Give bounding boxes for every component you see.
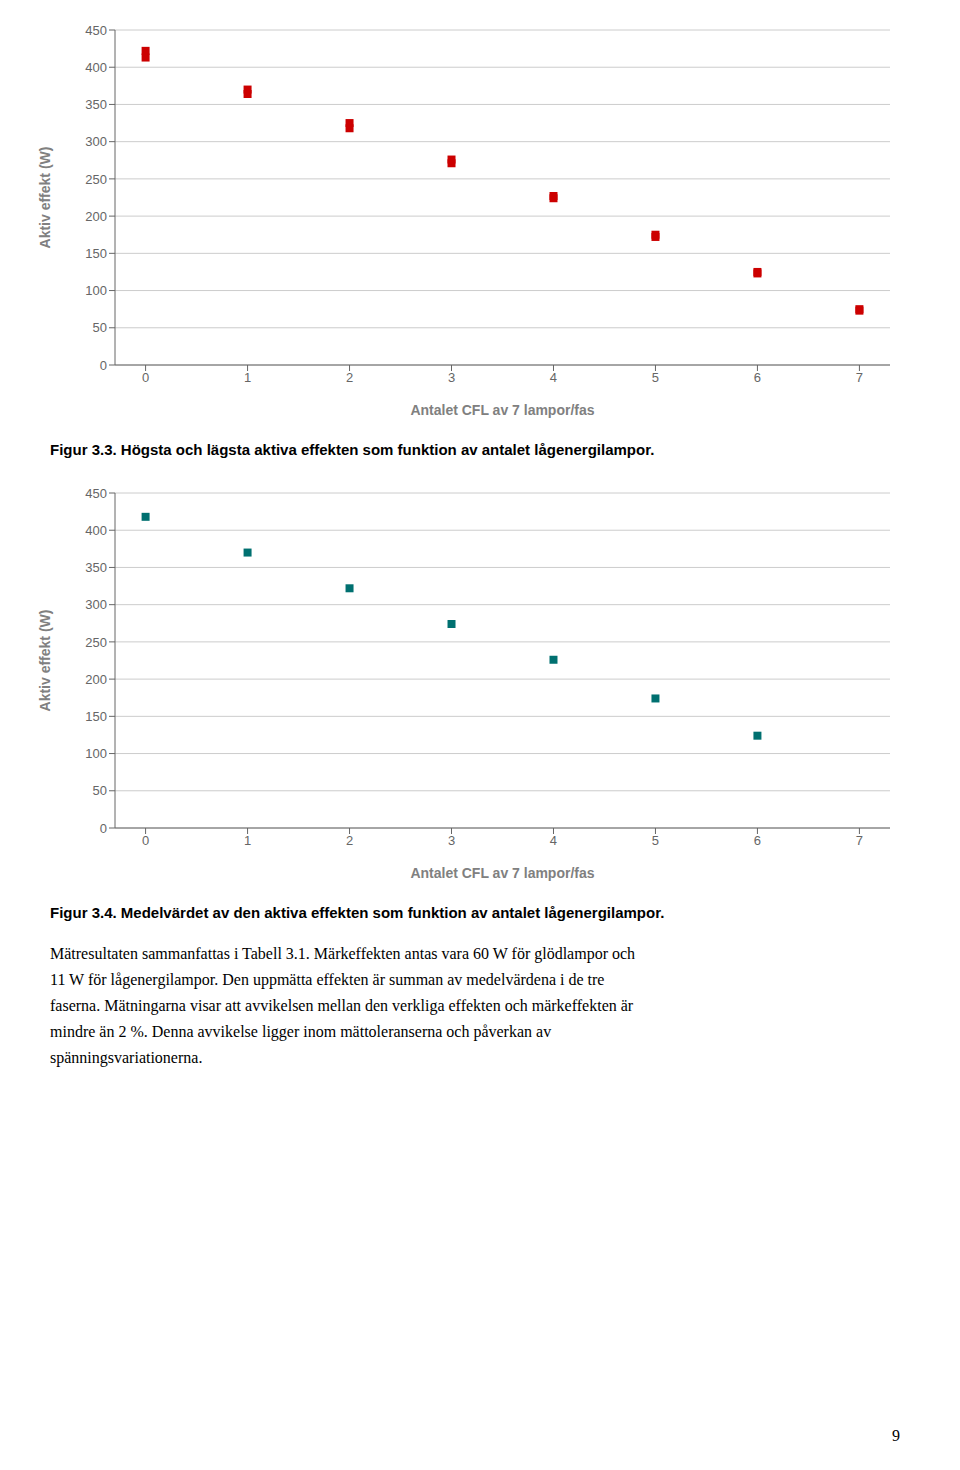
- svg-text:50: 50: [93, 320, 107, 335]
- svg-text:200: 200: [85, 209, 107, 224]
- svg-text:7: 7: [856, 833, 863, 848]
- svg-text:6: 6: [754, 833, 761, 848]
- svg-text:300: 300: [85, 134, 107, 149]
- html-text:11 W för lågenergilampor. Den: 11 W för lågenergilampor. Den uppmätta e…: [50, 971, 605, 988]
- svg-text:5: 5: [652, 833, 659, 848]
- svg-text:0: 0: [100, 821, 107, 836]
- svg-text:250: 250: [85, 172, 107, 187]
- svg-text:150: 150: [85, 709, 107, 724]
- svg-text:3: 3: [448, 370, 455, 385]
- svg-text:350: 350: [85, 560, 107, 575]
- svg-text:3: 3: [448, 833, 455, 848]
- svg-text:4: 4: [550, 833, 557, 848]
- svg-text:1: 1: [244, 833, 251, 848]
- html-text:Mätresultaten sammanfattas i T: Mätresultaten sammanfattas i Tabell 3.1.…: [50, 945, 636, 962]
- svg-text:300: 300: [85, 597, 107, 612]
- svg-text:Aktiv effekt (W): Aktiv effekt (W): [37, 610, 53, 712]
- svg-text:250: 250: [85, 635, 107, 650]
- svg-text:400: 400: [85, 523, 107, 538]
- svg-text:4: 4: [550, 370, 557, 385]
- svg-text:350: 350: [85, 97, 107, 112]
- svg-text:400: 400: [85, 60, 107, 75]
- svg-text:200: 200: [85, 672, 107, 687]
- svg-text:0: 0: [142, 370, 149, 385]
- svg-text:Aktiv effekt (W): Aktiv effekt (W): [37, 147, 53, 249]
- svg-text:1: 1: [244, 370, 251, 385]
- html-text:spänningsvariationerna.: spänningsvariationerna.: [50, 1049, 203, 1066]
- svg-text:6: 6: [754, 370, 761, 385]
- svg-text:Antalet CFL av 7 lampor/fas: Antalet CFL av 7 lampor/fas: [410, 865, 594, 881]
- svg-text:450: 450: [85, 23, 107, 38]
- svg-text:0: 0: [142, 833, 149, 848]
- svg-text:5: 5: [652, 370, 659, 385]
- svg-text:450: 450: [85, 486, 107, 501]
- svg-text:2: 2: [346, 370, 353, 385]
- svg-text:50: 50: [93, 783, 107, 798]
- svg-text:2: 2: [346, 833, 353, 848]
- svg-text:7: 7: [856, 370, 863, 385]
- html-text:faserna. Mätningarna visar att: faserna. Mätningarna visar att avvikelse…: [50, 997, 634, 1014]
- html-text:mindre än 2 %. Denna avvikelse: mindre än 2 %. Denna avvikelse ligger in…: [50, 1023, 552, 1040]
- svg-text:100: 100: [85, 283, 107, 298]
- html-text:Figur 3.4. Medelvärdet av den: Figur 3.4. Medelvärdet av den aktiva eff…: [50, 904, 665, 921]
- html-text:9: 9: [892, 1427, 900, 1444]
- svg-text:100: 100: [85, 746, 107, 761]
- svg-text:0: 0: [100, 358, 107, 373]
- svg-text:150: 150: [85, 246, 107, 261]
- html-text:Figur 3.3. Högsta och lägsta a: Figur 3.3. Högsta och lägsta aktiva effe…: [50, 441, 655, 458]
- svg-text:Antalet CFL av 7 lampor/fas: Antalet CFL av 7 lampor/fas: [410, 402, 594, 418]
